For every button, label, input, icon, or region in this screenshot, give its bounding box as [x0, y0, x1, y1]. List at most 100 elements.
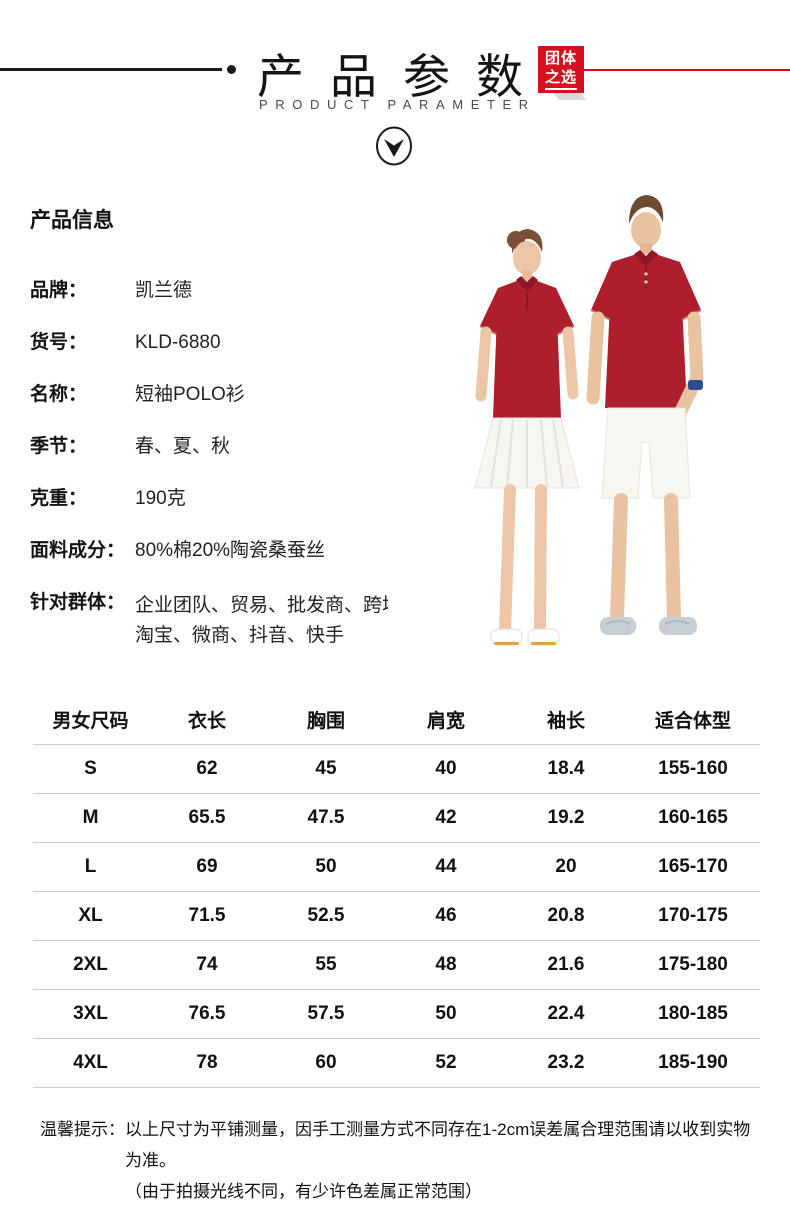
cell-chest: 47.5	[307, 807, 345, 828]
cell-shoulder: 44	[435, 856, 457, 877]
info-value: 短袖POLO衫	[135, 384, 245, 405]
cell-height-range: 170-175	[658, 905, 728, 926]
badge-fold-shadow	[552, 93, 587, 100]
footer-note-line2: （由于拍摄光线不同，有少许色差属正常范围）	[125, 1182, 482, 1201]
column-header: 适合体型	[654, 710, 731, 732]
cell-shoulder: 52	[435, 1052, 457, 1073]
footer-note: 温馨提示： 以上尺寸为平铺测量，因手工测量方式不同存在1-2cm误差属合理范围请…	[40, 1114, 760, 1207]
cell-length: 71.5	[188, 905, 226, 926]
column-header: 肩宽	[426, 710, 465, 732]
target-group-row: 针对群体： 企业团队、贸易、批发商、跨境 淘宝、微商、抖音、快手	[30, 591, 405, 651]
table-row: L 69 50 44 20 165-170	[33, 843, 760, 892]
cell-sleeve: 20.8	[547, 905, 585, 926]
cell-chest: 55	[315, 954, 337, 975]
info-value: KLD-6880	[135, 332, 221, 353]
info-value: 凯兰德	[135, 280, 193, 301]
chevron-down-circle-icon	[376, 126, 412, 166]
page-title: 产品参数	[257, 50, 549, 103]
cell-chest: 60	[315, 1052, 337, 1073]
info-label: 货号：	[30, 332, 88, 353]
info-label: 季节：	[30, 436, 88, 457]
info-row: 名称： 短袖POLO衫	[30, 383, 405, 406]
cell-length: 69	[196, 856, 218, 877]
cell-shoulder: 42	[435, 807, 457, 828]
target-group-line2: 淘宝、微商、抖音、快手	[135, 625, 345, 646]
cell-size: XL	[78, 905, 103, 926]
info-label: 针对群体：	[30, 592, 126, 613]
cell-chest: 52.5	[307, 905, 345, 926]
cell-length: 78	[196, 1052, 218, 1073]
cell-size: S	[84, 758, 97, 779]
cell-size: M	[82, 807, 99, 828]
page-subtitle: PRODUCT PARAMETER	[259, 97, 536, 112]
cell-chest: 45	[315, 758, 337, 779]
cell-sleeve: 19.2	[547, 807, 585, 828]
info-label: 品牌：	[30, 280, 88, 301]
info-row: 克重： 190克	[30, 487, 405, 510]
cell-length: 76.5	[188, 1003, 226, 1024]
column-header: 袖长	[546, 710, 585, 732]
footer-note-label: 温馨提示：	[40, 1120, 125, 1139]
size-table-body: S 62 45 40 18.4 155-160 M 65.5 47.5 42 1…	[33, 745, 760, 1088]
cell-shoulder: 40	[435, 758, 457, 779]
cell-length: 65.5	[188, 807, 226, 828]
cell-height-range: 165-170	[658, 856, 728, 877]
cell-shoulder: 46	[435, 905, 457, 926]
column-header: 胸围	[306, 710, 345, 732]
table-row: XL 71.5 52.5 46 20.8 170-175	[33, 892, 760, 941]
column-header: 男女尺码	[52, 710, 129, 732]
column-header: 衣长	[187, 710, 226, 732]
cell-shoulder: 50	[435, 1003, 457, 1024]
models-photo	[388, 166, 788, 673]
section-title-product-info: 产品信息	[30, 209, 114, 232]
size-table: 男女尺码 衣长 胸围 肩宽 袖长 适合体型 S 62 45 40 18.4	[33, 694, 760, 1088]
size-table-header-row: 男女尺码 衣长 胸围 肩宽 袖长 适合体型	[33, 694, 760, 745]
info-label: 名称：	[30, 384, 88, 405]
cell-height-range: 155-160	[658, 758, 728, 779]
info-row: 面料成分： 80%棉20%陶瓷桑蚕丝	[30, 539, 405, 562]
footer-note-line1: 以上尺寸为平铺测量，因手工测量方式不同存在1-2cm误差属合理范围请以收到实物为…	[125, 1120, 751, 1170]
cell-length: 74	[196, 954, 218, 975]
table-row: 3XL 76.5 57.5 50 22.4 180-185	[33, 990, 760, 1039]
cell-length: 62	[196, 758, 218, 779]
cell-size: L	[84, 856, 97, 877]
product-info-list: 品牌： 凯兰德 货号： KLD-6880 名称： 短袖POLO衫 季节： 春、夏…	[30, 279, 405, 591]
info-value: 80%棉20%陶瓷桑蚕丝	[135, 540, 326, 561]
target-group-line1: 企业团队、贸易、批发商、跨境	[135, 595, 402, 616]
info-value: 190克	[135, 488, 186, 509]
cell-height-range: 185-190	[658, 1052, 728, 1073]
cell-size: 4XL	[73, 1052, 108, 1073]
cell-sleeve: 18.4	[547, 758, 585, 779]
cell-chest: 57.5	[307, 1003, 345, 1024]
header-divider-right	[584, 69, 790, 71]
cell-shoulder: 48	[435, 954, 457, 975]
cell-height-range: 160-165	[658, 807, 728, 828]
cell-chest: 50	[315, 856, 337, 877]
cell-sleeve: 20	[555, 856, 577, 877]
cell-size: 3XL	[73, 1003, 108, 1024]
header-divider-dot	[227, 65, 236, 74]
info-row: 品牌： 凯兰德	[30, 279, 405, 302]
info-row: 货号： KLD-6880	[30, 331, 405, 354]
badge-line1: 团体	[544, 50, 577, 67]
table-row: M 65.5 47.5 42 19.2 160-165	[33, 794, 760, 843]
header-divider-left	[0, 68, 222, 71]
cell-height-range: 175-180	[658, 954, 728, 975]
table-row: 2XL 74 55 48 21.6 175-180	[33, 941, 760, 990]
cell-size: 2XL	[73, 954, 108, 975]
group-choice-badge: 团体 之选	[538, 46, 584, 93]
info-label: 面料成分：	[30, 540, 126, 561]
info-value: 春、夏、秋	[135, 436, 231, 457]
cell-sleeve: 23.2	[547, 1052, 585, 1073]
cell-sleeve: 22.4	[547, 1003, 585, 1024]
table-row: S 62 45 40 18.4 155-160	[33, 745, 760, 794]
info-value: 企业团队、贸易、批发商、跨境 淘宝、微商、抖音、快手	[135, 591, 401, 651]
footer-note-content: 以上尺寸为平铺测量，因手工测量方式不同存在1-2cm误差属合理范围请以收到实物为…	[125, 1114, 760, 1207]
cell-height-range: 180-185	[658, 1003, 728, 1024]
info-row: 季节： 春、夏、秋	[30, 435, 405, 458]
cell-sleeve: 21.6	[547, 954, 585, 975]
table-row: 4XL 78 60 52 23.2 185-190	[33, 1039, 760, 1088]
badge-line2: 之选	[544, 68, 577, 90]
info-label: 克重：	[30, 488, 88, 509]
